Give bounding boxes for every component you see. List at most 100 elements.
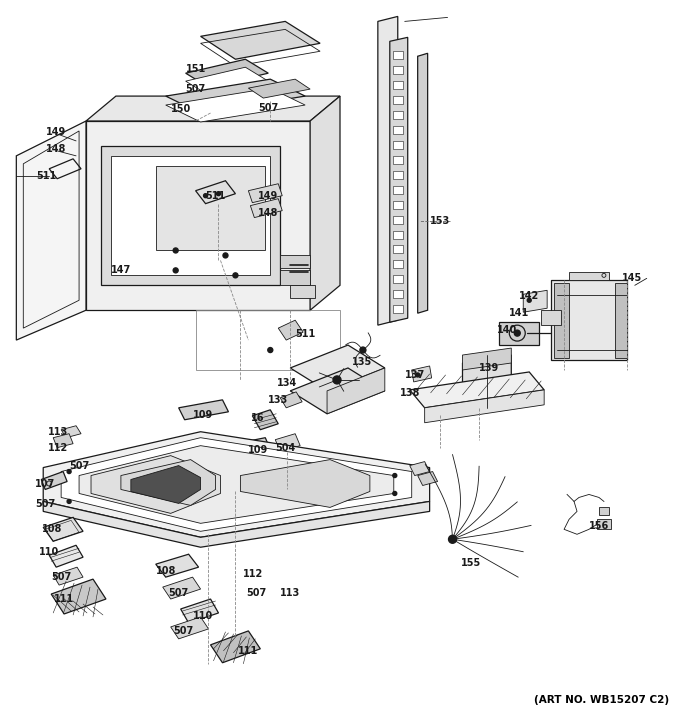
Bar [393,275,403,283]
Polygon shape [462,355,511,408]
Circle shape [216,192,220,195]
Circle shape [514,330,520,336]
Text: 108: 108 [156,566,176,576]
Polygon shape [252,410,278,430]
Polygon shape [181,599,218,623]
Polygon shape [111,156,270,275]
Polygon shape [310,96,340,310]
Text: 511: 511 [295,329,316,339]
Text: 108: 108 [42,524,63,534]
Polygon shape [186,59,269,87]
Circle shape [173,248,178,253]
Bar [393,66,403,74]
Text: 139: 139 [479,363,500,373]
Circle shape [233,273,238,278]
Polygon shape [280,270,310,285]
Polygon shape [156,166,265,251]
Polygon shape [410,462,430,476]
Text: 142: 142 [519,291,539,301]
Polygon shape [390,38,408,322]
Circle shape [67,470,71,473]
Text: 153: 153 [430,216,449,226]
Text: 133: 133 [268,395,288,405]
Polygon shape [378,17,398,325]
Bar [393,216,403,224]
Bar [599,508,609,515]
Polygon shape [541,310,561,325]
Polygon shape [615,283,627,358]
Polygon shape [290,368,385,414]
Polygon shape [418,471,438,486]
Polygon shape [186,67,269,95]
Bar [393,141,403,149]
Circle shape [203,194,207,198]
Text: 138: 138 [400,388,420,398]
Circle shape [449,535,456,543]
Polygon shape [53,567,83,585]
Circle shape [223,253,228,258]
Polygon shape [248,79,310,98]
Polygon shape [418,54,428,313]
Text: 112: 112 [243,569,263,579]
Polygon shape [462,348,511,370]
Text: 110: 110 [192,611,213,621]
Circle shape [393,473,396,478]
Polygon shape [166,79,305,113]
Text: 148: 148 [46,144,67,154]
Text: 507: 507 [35,500,55,510]
Bar [597,519,611,529]
Polygon shape [280,392,302,408]
Polygon shape [16,121,86,340]
Bar [393,81,403,89]
Polygon shape [44,518,83,542]
Polygon shape [551,280,627,360]
Text: 507: 507 [169,588,189,598]
Text: 149: 149 [258,190,278,201]
Polygon shape [53,434,73,447]
Polygon shape [424,390,544,423]
Polygon shape [290,285,315,298]
Polygon shape [241,460,370,508]
Polygon shape [121,460,216,505]
Text: 134: 134 [277,378,297,388]
Polygon shape [327,368,385,414]
Bar [393,186,403,194]
Polygon shape [248,184,282,203]
Polygon shape [201,22,320,59]
Polygon shape [226,438,270,458]
Polygon shape [280,256,310,269]
Polygon shape [44,502,430,547]
Circle shape [527,298,531,302]
Polygon shape [131,466,201,503]
Text: 110: 110 [39,547,59,557]
Polygon shape [411,366,432,382]
Polygon shape [171,617,209,639]
Polygon shape [523,290,547,312]
Text: (ART NO. WB15207 C2): (ART NO. WB15207 C2) [534,694,668,704]
Bar [393,245,403,253]
Bar [393,201,403,209]
Circle shape [333,376,341,384]
Circle shape [67,500,71,503]
Text: 155: 155 [461,558,481,568]
Text: 113: 113 [48,426,68,437]
Circle shape [173,268,178,273]
Polygon shape [211,631,260,662]
Text: 150: 150 [171,104,191,114]
Bar [393,306,403,313]
Polygon shape [410,372,544,408]
Polygon shape [79,446,394,523]
Polygon shape [86,121,310,310]
Text: 504: 504 [275,442,295,452]
Circle shape [268,348,273,353]
Polygon shape [499,322,539,345]
Text: 112: 112 [48,442,68,452]
Polygon shape [49,545,83,567]
Circle shape [415,373,420,377]
Polygon shape [250,198,282,218]
Text: 507: 507 [69,460,89,471]
Text: 137: 137 [405,370,425,380]
Text: 135: 135 [352,357,372,367]
Polygon shape [156,554,199,577]
Bar [393,126,403,134]
